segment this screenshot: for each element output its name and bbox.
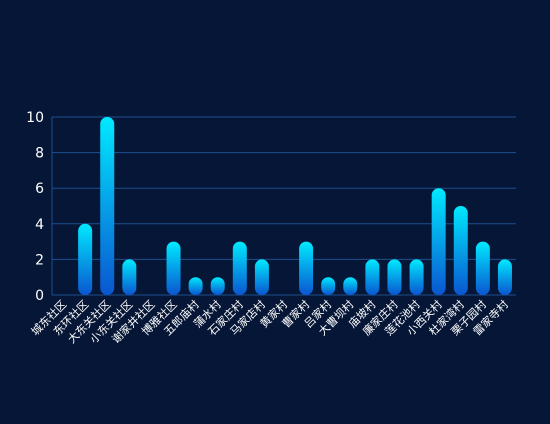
y-tick-label: 8 — [35, 146, 44, 162]
bar — [365, 259, 380, 295]
bar — [254, 259, 269, 295]
bar — [299, 241, 314, 295]
y-tick-label: 10 — [26, 110, 44, 126]
bar — [475, 241, 490, 295]
bar — [188, 277, 203, 295]
bar — [343, 277, 358, 295]
y-tick-label: 6 — [35, 181, 44, 197]
bar — [497, 259, 512, 295]
bar — [387, 259, 402, 295]
bar — [122, 259, 137, 295]
bar — [232, 241, 247, 295]
bar — [210, 277, 225, 295]
bar — [166, 241, 181, 295]
y-tick-label: 0 — [35, 288, 44, 304]
y-tick-label: 4 — [35, 217, 44, 233]
bar — [431, 188, 446, 295]
bar — [453, 206, 468, 295]
bar — [409, 259, 424, 295]
bar — [100, 117, 115, 295]
y-tick-label: 2 — [35, 252, 44, 268]
bar — [321, 277, 336, 295]
bar — [78, 223, 93, 295]
